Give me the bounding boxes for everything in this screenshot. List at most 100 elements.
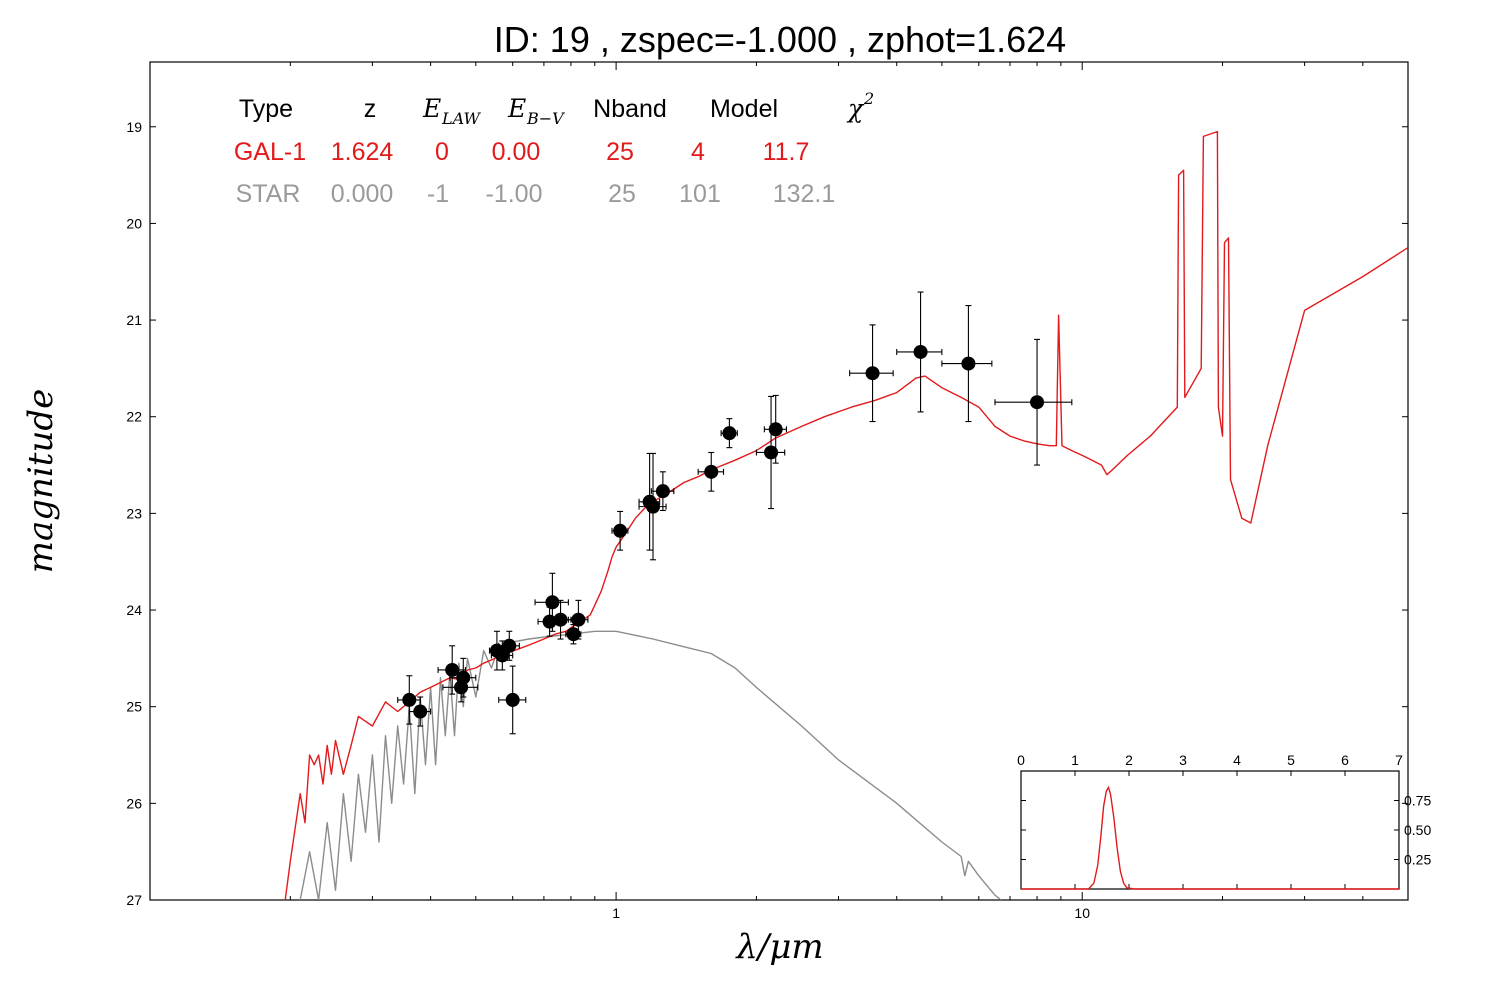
pdz-inset: 0 1 2 3 4 5 6 7 0.25 0.50 0.75	[1017, 752, 1431, 890]
svg-text:LAW: LAW	[441, 109, 482, 128]
photometry-point	[397, 675, 421, 725]
data-marker	[613, 523, 628, 538]
y-tick-label: 22	[126, 409, 142, 425]
inset-x-tick-label: 5	[1287, 752, 1295, 768]
inset-y-tick-label: 0.50	[1404, 822, 1431, 838]
inset-pdz-curve	[1021, 785, 1399, 890]
header-model: Model	[710, 95, 778, 123]
photometry-point	[896, 291, 943, 413]
header-type: Type	[239, 95, 293, 123]
x-tick-label: 1	[612, 905, 620, 921]
photometry-point	[567, 599, 589, 640]
data-marker	[456, 670, 471, 685]
svg-text:2: 2	[863, 89, 874, 108]
data-marker	[545, 595, 560, 610]
inset-axis-ticks: 0 1 2 3 4 5 6 7 0.25 0.50 0.75	[1017, 752, 1431, 889]
chart-title: ID: 19 , zspec=-1.000 , zphot=1.624	[494, 19, 1066, 60]
header-ebv: E B−V	[507, 94, 565, 128]
data-marker	[764, 445, 779, 460]
data-marker	[445, 662, 460, 677]
x-tick-label: 10	[1074, 905, 1090, 921]
legend-table: Type z E LAW E B−V Nband Model χ 2 GAL-1…	[234, 89, 874, 208]
data-marker	[566, 627, 581, 642]
data-marker	[1030, 395, 1045, 410]
photometry-point	[755, 395, 786, 510]
row-elaw: -1	[427, 180, 449, 208]
data-marker	[768, 422, 783, 437]
photometry-point	[498, 630, 520, 661]
row-nband: 25	[608, 180, 636, 208]
data-marker	[704, 464, 719, 479]
photometry-point	[994, 338, 1073, 466]
header-nband: Nband	[593, 95, 667, 123]
photometry-point	[941, 305, 993, 423]
row-elaw: 0	[435, 138, 449, 166]
photometry-point	[565, 623, 582, 645]
legend-row-star: STAR 0.000 -1 -1.00 25 101 132.1	[236, 180, 836, 208]
y-tick-label: 27	[126, 892, 142, 908]
photometry-point	[650, 471, 675, 512]
photometry-point	[611, 510, 629, 551]
data-marker	[505, 692, 520, 707]
y-tick-label: 19	[126, 119, 142, 135]
y-axis-label: magnitude	[21, 389, 61, 574]
data-marker	[571, 612, 586, 627]
photometry-point	[763, 394, 788, 464]
photometry-point	[408, 696, 432, 727]
y-tick-label: 23	[126, 505, 142, 521]
data-marker	[913, 344, 928, 359]
row-chi2: 132.1	[773, 180, 836, 208]
series-line-star	[299, 630, 1002, 900]
inset-x-tick-label: 6	[1341, 752, 1349, 768]
data-marker	[722, 426, 737, 441]
data-marker	[655, 484, 670, 499]
row-type: STAR	[236, 180, 301, 208]
y-tick-label: 21	[126, 312, 142, 328]
plot-frame	[149, 61, 1409, 901]
photometry-point	[638, 452, 667, 561]
inset-y-tick-label: 0.75	[1404, 793, 1431, 809]
row-ebv: -1.00	[486, 180, 543, 208]
data-marker	[495, 648, 510, 663]
row-model: 4	[691, 138, 705, 166]
row-chi2: 11.7	[763, 138, 810, 166]
row-type: GAL-1	[234, 138, 306, 166]
inset-x-tick-label: 0	[1017, 752, 1025, 768]
data-marker	[646, 499, 661, 514]
photometry-points	[397, 291, 1073, 735]
data-marker	[553, 612, 568, 627]
svg-text:χ: χ	[846, 94, 865, 123]
data-marker	[865, 366, 880, 381]
data-marker	[502, 638, 517, 653]
photometry-point	[849, 324, 894, 423]
svg-text:E: E	[422, 94, 441, 123]
inset-x-tick-label: 1	[1071, 752, 1079, 768]
photometry-point	[490, 640, 514, 671]
y-tick-label: 24	[126, 602, 142, 618]
photometry-point	[720, 418, 738, 449]
row-z: 1.624	[331, 138, 394, 166]
row-model: 101	[679, 180, 721, 208]
inset-x-tick-label: 2	[1125, 752, 1133, 768]
header-elaw: E LAW	[422, 94, 482, 128]
inset-x-tick-label: 3	[1179, 752, 1187, 768]
data-marker	[413, 704, 428, 719]
legend-row-galaxy: GAL-1 1.624 0 0.00 25 4 11.7	[234, 138, 810, 166]
inset-y-tick-label: 0.25	[1404, 852, 1431, 868]
svg-text:B−V: B−V	[526, 109, 565, 128]
y-tick-label: 26	[126, 795, 142, 811]
x-axis-label: λ/μm	[734, 927, 823, 967]
data-marker	[402, 692, 417, 707]
row-ebv: 0.00	[492, 138, 541, 166]
row-nband: 25	[606, 138, 634, 166]
photometry-point	[437, 645, 466, 695]
pdz-line	[1021, 785, 1399, 890]
inset-x-tick-label: 7	[1395, 752, 1403, 768]
row-z: 0.000	[331, 180, 394, 208]
data-marker	[961, 356, 976, 371]
photometry-point	[697, 451, 725, 492]
svg-text:E: E	[507, 94, 526, 123]
photometry-point	[534, 572, 569, 632]
